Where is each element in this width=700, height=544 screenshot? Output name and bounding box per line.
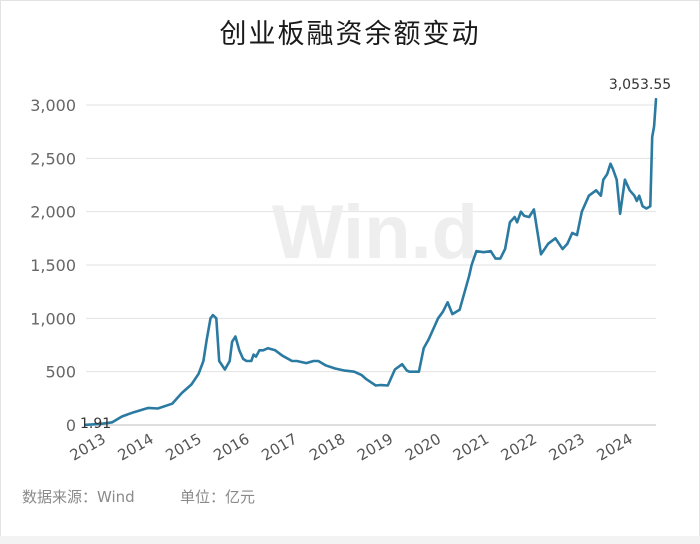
x-tick-label: 2022 <box>498 430 540 465</box>
y-tick-label: 2,000 <box>30 203 76 222</box>
y-tick-label: 1,500 <box>30 256 76 275</box>
y-tick-label: 0 <box>66 416 76 435</box>
bottom-bar <box>0 536 700 544</box>
y-tick-labels: 0 500 1,000 1,500 2,000 2,500 3,000 <box>30 96 76 435</box>
series-line <box>84 97 658 427</box>
y-tick-label: 3,000 <box>30 96 76 115</box>
x-tick-label: 2023 <box>546 430 588 465</box>
x-tick-label: 2017 <box>258 430 300 465</box>
x-tick-label: 2019 <box>354 430 396 465</box>
x-tick-label: 2024 <box>594 430 636 465</box>
x-tick-label: 2021 <box>450 430 492 465</box>
start-value-label: 1.91 <box>80 416 111 432</box>
chart-title: 创业板融资余额变动 <box>219 19 481 50</box>
unit-note: 单位：亿元 <box>180 488 256 506</box>
end-value-label: 3,053.55 <box>609 77 671 93</box>
x-tick-label: 2016 <box>210 430 252 465</box>
x-tick-label: 2014 <box>115 430 157 465</box>
grid-lines <box>86 104 656 426</box>
y-tick-label: 1,000 <box>30 309 76 328</box>
y-tick-label: 2,500 <box>30 149 76 168</box>
watermark: Win.d <box>272 190 478 275</box>
x-tick-label: 2018 <box>306 430 348 465</box>
y-tick-label: 500 <box>45 363 76 382</box>
x-tick-label: 2015 <box>163 430 205 465</box>
data-source-note: 数据来源：Wind <box>22 488 135 506</box>
x-tick-labels: 2013 2014 2015 2016 2017 2018 2019 2020 2021 2022… <box>67 430 636 465</box>
x-tick-label: 2020 <box>402 430 444 465</box>
